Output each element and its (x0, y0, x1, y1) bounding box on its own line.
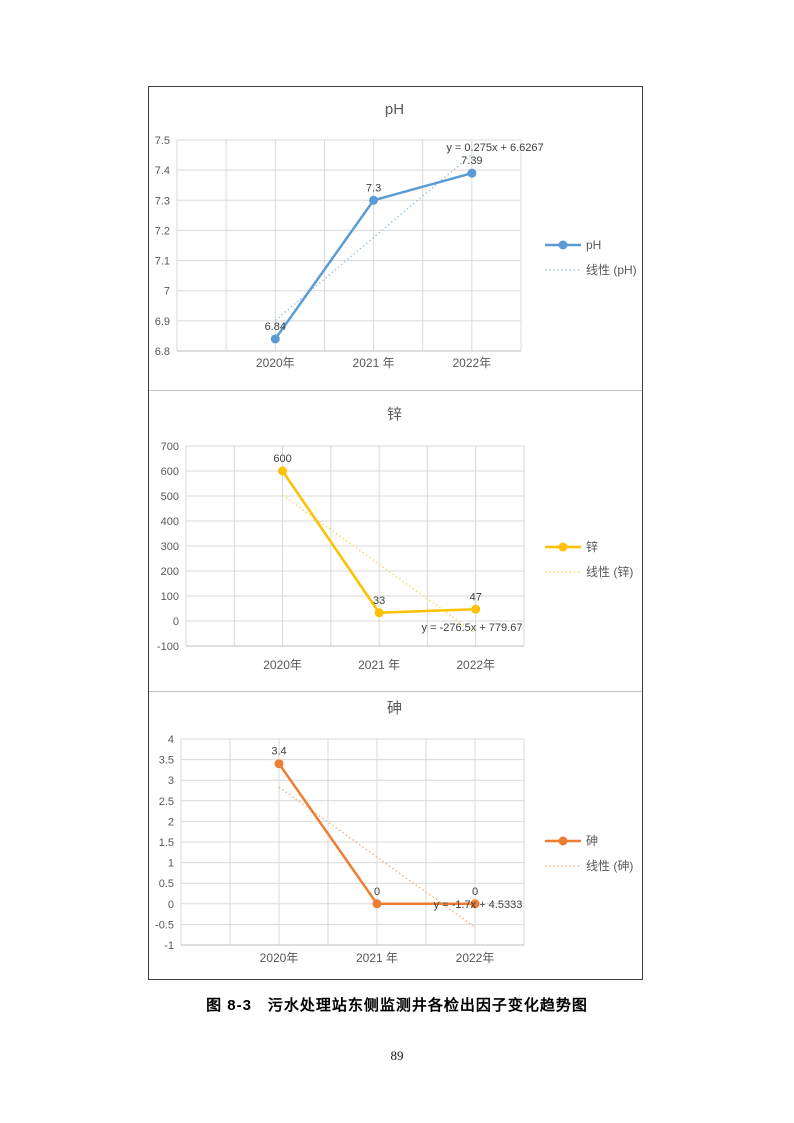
trendline-equation: y = -276.5x + 779.67 (422, 622, 523, 634)
legend-series-marker (558, 542, 568, 552)
x-axis-label: 2021 年 (358, 658, 400, 672)
ph-line-chart: 7.5 7.4 7.3 7.2 7.1 7 6.9 6.8 2020年 2021 年 2022年 6.… (155, 101, 637, 370)
data-point-marker (270, 334, 280, 344)
data-point-marker (278, 466, 288, 476)
data-label: 33 (373, 595, 385, 607)
data-label: 3.4 (271, 746, 286, 758)
arsenic-line-chart: 4 3.5 3 2.5 2 1.5 1 0.5 0 -0.5 -1 2020年 2021 年 2022年 3… (155, 700, 633, 965)
y-tick-label: 7.4 (155, 165, 170, 177)
y-tick-label: 300 (161, 541, 179, 553)
legend-trendline-label: 线性 (砷) (586, 859, 633, 873)
legend-series-marker (558, 240, 568, 250)
y-tick-label: 7.1 (155, 256, 170, 268)
y-tick-label: 600 (161, 466, 179, 478)
data-point-marker (369, 195, 379, 205)
y-tick-label: 3.5 (159, 755, 174, 767)
data-point-marker (374, 608, 384, 618)
figure-container: 7.5 7.4 7.3 7.2 7.1 7 6.9 6.8 2020年 2021 年 2022年 6.… (148, 86, 643, 980)
y-tick-label: 3 (168, 775, 174, 787)
y-tick-label: -100 (157, 641, 179, 653)
y-tick-label: 7.3 (155, 195, 170, 207)
y-tick-label: 700 (161, 441, 179, 453)
x-axis-label: 2020年 (260, 951, 299, 965)
y-tick-label: 200 (161, 566, 179, 578)
x-axis-label: 2022年 (456, 658, 495, 672)
y-tick-label: 6.8 (155, 346, 170, 358)
data-point-marker (470, 899, 480, 909)
y-tick-label: 0 (168, 899, 174, 911)
data-label: 600 (273, 453, 291, 465)
legend-series-marker (558, 836, 568, 846)
data-label: 7.3 (366, 182, 381, 194)
x-axis-label: 2021 年 (356, 951, 398, 965)
y-tick-label: -1 (164, 940, 174, 952)
figure-caption: 图 8-3 污水处理站东侧监测井各检出因子变化趋势图 (206, 997, 588, 1014)
y-tick-label: 100 (161, 591, 179, 603)
chart-panel-ph: 7.5 7.4 7.3 7.2 7.1 7 6.9 6.8 2020年 2021 年 2022年 6.… (149, 87, 642, 390)
y-tick-label: 6.9 (155, 316, 170, 328)
legend-trendline-label: 线性 (锌) (586, 565, 633, 579)
trendline-equation: y = -1.7x + 4.5333 (434, 899, 523, 911)
y-tick-label: 1.5 (159, 837, 174, 849)
data-label: 47 (470, 591, 482, 603)
y-tick-label: -0.5 (155, 919, 174, 931)
y-tick-label: 7.5 (155, 135, 170, 147)
x-axis-label: 2020年 (256, 356, 295, 370)
y-tick-label: 0 (173, 616, 179, 628)
x-axis-label: 2022年 (456, 951, 495, 965)
chart-panel-arsenic: 4 3.5 3 2.5 2 1.5 1 0.5 0 -0.5 -1 2020年 2021 年 2022年 3… (149, 691, 642, 979)
y-tick-label: 2 (168, 816, 174, 828)
y-tick-label: 2.5 (159, 796, 174, 808)
chart-title: 锌 (387, 406, 402, 423)
y-tick-label: 4 (168, 734, 174, 746)
data-label: 0 (374, 886, 380, 898)
y-tick-label: 7 (164, 286, 170, 298)
data-point-marker (274, 759, 284, 769)
data-label: 6.84 (265, 321, 286, 333)
data-point-marker (471, 604, 481, 614)
chart-title: pH (385, 101, 404, 118)
page-number: 89 (390, 1048, 404, 1063)
x-axis-label: 2022年 (453, 356, 492, 370)
data-label: 0 (472, 886, 478, 898)
y-tick-label: 7.2 (155, 225, 170, 237)
legend-series-label: pH (586, 238, 601, 252)
data-label: 7.39 (461, 155, 482, 167)
data-point-marker (372, 899, 382, 909)
trendline-equation: y = 0.275x + 6.6267 (446, 142, 543, 154)
legend-series-label: 锌 (586, 540, 598, 554)
data-point-marker (467, 168, 477, 178)
x-axis-label: 2021 年 (353, 356, 395, 370)
chart-panel-zinc: 700 600 500 400 300 200 100 0 -100 2020年 2021 年 202… (149, 390, 642, 691)
x-axis-label: 2020年 (263, 658, 302, 672)
chart-title: 砷 (387, 700, 402, 717)
y-tick-label: 1 (168, 858, 174, 870)
legend-trendline-label: 线性 (pH) (586, 263, 637, 277)
zinc-line-chart: 700 600 500 400 300 200 100 0 -100 2020年 2021 年 202… (157, 406, 633, 672)
legend-series-label: 砷 (586, 834, 598, 848)
y-tick-label: 0.5 (159, 878, 174, 890)
y-tick-label: 400 (161, 516, 179, 528)
y-tick-label: 500 (161, 491, 179, 503)
